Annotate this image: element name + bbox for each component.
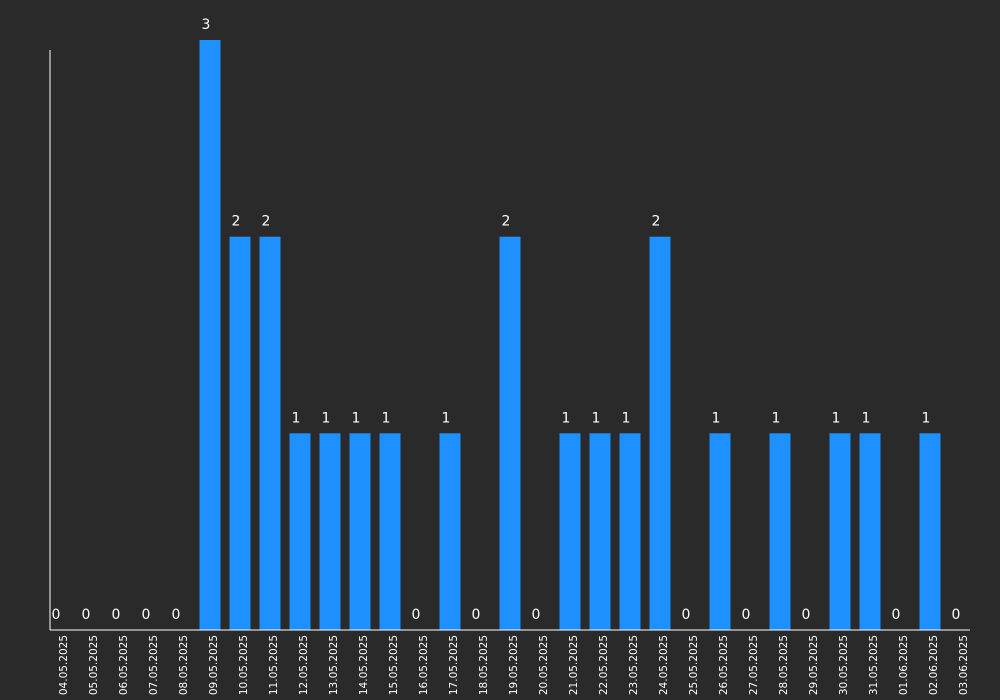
value-label-21.05.2025: 1 — [562, 410, 571, 426]
value-label-08.05.2025: 0 — [172, 607, 181, 623]
value-label-10.05.2025: 2 — [232, 214, 241, 230]
value-label-12.05.2025: 1 — [292, 410, 301, 426]
bar-30.05.2025 — [829, 433, 851, 630]
x-tick-label-11.05.2025: 11.05.2025 — [268, 635, 280, 695]
x-tick-label-08.05.2025: 08.05.2025 — [178, 635, 190, 695]
x-tick-label-24.05.2025: 24.05.2025 — [658, 635, 670, 695]
x-tick-label-31.05.2025: 31.05.2025 — [868, 635, 880, 695]
x-tick-label-14.05.2025: 14.05.2025 — [358, 635, 370, 695]
value-label-30.05.2025: 1 — [832, 410, 841, 426]
bar-31.05.2025 — [859, 433, 881, 630]
bar-21.05.2025 — [559, 433, 581, 630]
x-tick-label-19.05.2025: 19.05.2025 — [508, 635, 520, 695]
value-label-05.05.2025: 0 — [82, 607, 91, 623]
value-label-19.05.2025: 2 — [502, 214, 511, 230]
value-labels-layer: 0 0 0 0 0 3 2 2 1 1 1 1 0 1 0 2 0 1 1 1 2 0 1 0 1 0 1 1 0 1 0 — [52, 17, 961, 623]
bar-19.05.2025 — [499, 236, 521, 630]
bar-10.05.2025 — [229, 236, 251, 630]
value-label-06.05.2025: 0 — [112, 607, 121, 623]
x-tick-label-25.05.2025: 25.05.2025 — [688, 635, 700, 695]
value-label-11.05.2025: 2 — [262, 214, 271, 230]
value-label-28.05.2025: 1 — [772, 410, 781, 426]
x-tick-label-22.05.2025: 22.05.2025 — [598, 635, 610, 695]
bar-11.05.2025 — [259, 236, 281, 630]
bar-28.05.2025 — [769, 433, 791, 630]
value-label-15.05.2025: 1 — [382, 410, 391, 426]
value-label-16.05.2025: 0 — [412, 607, 421, 623]
bar-17.05.2025 — [439, 433, 461, 630]
x-tick-label-30.05.2025: 30.05.2025 — [838, 635, 850, 695]
x-tick-label-21.05.2025: 21.05.2025 — [568, 635, 580, 695]
value-label-24.05.2025: 2 — [652, 214, 661, 230]
x-tick-label-10.05.2025: 10.05.2025 — [238, 635, 250, 695]
bar-13.05.2025 — [319, 433, 341, 630]
bar-26.05.2025 — [709, 433, 731, 630]
x-tick-label-12.05.2025: 12.05.2025 — [298, 635, 310, 695]
value-label-09.05.2025: 3 — [202, 17, 211, 33]
value-label-02.06.2025: 1 — [922, 410, 931, 426]
x-tick-label-06.05.2025: 06.05.2025 — [118, 635, 130, 695]
x-tick-label-27.05.2025: 27.05.2025 — [748, 635, 760, 695]
bars-layer — [199, 40, 941, 630]
bar-24.05.2025 — [649, 236, 671, 630]
x-tick-label-13.05.2025: 13.05.2025 — [328, 635, 340, 695]
x-tick-label-07.05.2025: 07.05.2025 — [148, 635, 160, 695]
x-tick-label-09.05.2025: 09.05.2025 — [208, 635, 220, 695]
value-label-22.05.2025: 1 — [592, 410, 601, 426]
x-tick-label-29.05.2025: 29.05.2025 — [808, 635, 820, 695]
x-tick-label-20.05.2025: 20.05.2025 — [538, 635, 550, 695]
value-label-17.05.2025: 1 — [442, 410, 451, 426]
value-label-01.06.2025: 0 — [892, 607, 901, 623]
value-label-20.05.2025: 0 — [532, 607, 541, 623]
x-tick-label-28.05.2025: 28.05.2025 — [778, 635, 790, 695]
value-label-04.05.2025: 0 — [52, 607, 61, 623]
value-label-14.05.2025: 1 — [352, 410, 361, 426]
x-tick-label-18.05.2025: 18.05.2025 — [478, 635, 490, 695]
x-tick-label-23.05.2025: 23.05.2025 — [628, 635, 640, 695]
value-label-07.05.2025: 0 — [142, 607, 151, 623]
value-label-26.05.2025: 1 — [712, 410, 721, 426]
bar-14.05.2025 — [349, 433, 371, 630]
value-label-29.05.2025: 0 — [802, 607, 811, 623]
x-tick-label-17.05.2025: 17.05.2025 — [448, 635, 460, 695]
x-tick-label-04.05.2025: 04.05.2025 — [58, 635, 70, 695]
bar-23.05.2025 — [619, 433, 641, 630]
x-tick-label-16.05.2025: 16.05.2025 — [418, 635, 430, 695]
x-tick-label-05.05.2025: 05.05.2025 — [88, 635, 100, 695]
value-label-03.06.2025: 0 — [952, 607, 961, 623]
value-label-13.05.2025: 1 — [322, 410, 331, 426]
value-label-31.05.2025: 1 — [862, 410, 871, 426]
x-tick-labels-layer: 04.05.2025 05.05.2025 06.05.2025 07.05.2025… — [58, 635, 970, 695]
bar-09.05.2025 — [199, 40, 221, 630]
bar-12.05.2025 — [289, 433, 311, 630]
x-tick-label-03.06.2025: 03.06.2025 — [958, 635, 970, 695]
x-tick-label-15.05.2025: 15.05.2025 — [388, 635, 400, 695]
value-label-27.05.2025: 0 — [742, 607, 751, 623]
bar-15.05.2025 — [379, 433, 401, 630]
x-tick-label-01.06.2025: 01.06.2025 — [898, 635, 910, 695]
value-label-23.05.2025: 1 — [622, 410, 631, 426]
value-label-25.05.2025: 0 — [682, 607, 691, 623]
bar-02.06.2025 — [919, 433, 941, 630]
x-tick-label-26.05.2025: 26.05.2025 — [718, 635, 730, 695]
value-label-18.05.2025: 0 — [472, 607, 481, 623]
x-tick-label-02.06.2025: 02.06.2025 — [928, 635, 940, 695]
bar-22.05.2025 — [589, 433, 611, 630]
